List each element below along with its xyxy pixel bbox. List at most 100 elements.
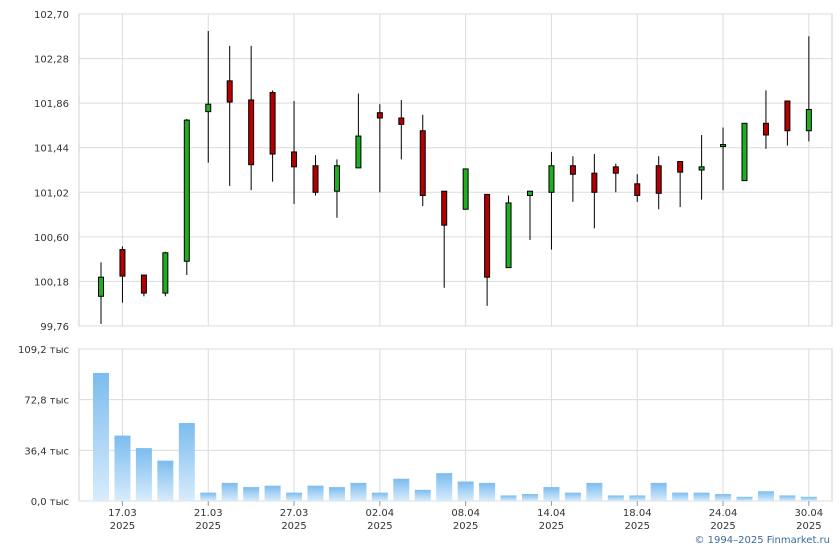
volume-bar — [328, 487, 345, 501]
candle-body — [548, 165, 555, 193]
price-tick-label: 102,28 — [34, 55, 69, 66]
candle-body — [784, 100, 791, 132]
price-tick-label: 101,86 — [34, 99, 69, 110]
x-tick-year: 2025 — [796, 521, 821, 532]
volume-bar — [243, 487, 260, 501]
candle-body — [741, 122, 748, 182]
volume-bar — [135, 448, 152, 501]
candle-body — [612, 166, 619, 174]
x-tick-date: 18.04 — [623, 508, 652, 519]
x-tick-date: 27.03 — [280, 508, 309, 519]
candle-body — [98, 276, 104, 297]
candle-body — [312, 165, 319, 193]
volume-panel: 109,2 тыс 72,8 тыс 36,4 тыс 0,0 тыс — [18, 345, 833, 508]
candle-body — [505, 202, 512, 269]
price-panel: 102,70 102,28 101,86 101,44 101,02 100,60 100,… — [34, 10, 833, 333]
volume-bar — [264, 485, 281, 501]
volume-bar — [93, 372, 109, 501]
volume-tick-label: 0,0 тыс — [31, 497, 69, 508]
price-tick-label: 100,18 — [34, 277, 69, 288]
candle-body — [484, 193, 491, 278]
volume-bar — [693, 492, 710, 501]
candle-body — [677, 161, 684, 173]
x-tick-year: 2025 — [453, 521, 478, 532]
candle-body — [591, 172, 598, 193]
copyright-label: © 1994–2025 Finmarket.ru — [694, 535, 830, 546]
candle-body — [805, 109, 812, 132]
x-tick-year: 2025 — [281, 521, 306, 532]
candle-body — [462, 168, 469, 210]
volume-bar — [650, 482, 667, 501]
x-tick-date: 08.04 — [451, 508, 480, 519]
x-axis: 17.03 2025 21.03 2025 27.03 2025 02.04 2025 08.0… — [108, 501, 823, 532]
volume-bar — [479, 482, 496, 501]
volume-tick-label: 72,8 тыс — [24, 396, 69, 407]
price-plot-area — [78, 13, 833, 327]
candle-body — [333, 165, 340, 192]
volume-bar — [736, 496, 753, 501]
volume-plot-area — [78, 348, 833, 502]
x-tick-year: 2025 — [110, 521, 135, 532]
x-tick-year: 2025 — [539, 521, 564, 532]
volume-bar — [564, 492, 581, 501]
volume-bar — [543, 487, 560, 501]
candle-body — [355, 135, 362, 169]
x-tick-date: 17.03 — [108, 508, 137, 519]
candle-body — [162, 252, 169, 294]
volume-bar — [715, 494, 732, 501]
candle-body — [269, 92, 276, 155]
candle-body — [762, 122, 769, 136]
price-tick-label: 100,60 — [34, 233, 69, 244]
candle-body — [634, 183, 641, 196]
x-tick-year: 2025 — [196, 521, 221, 532]
candle-body — [291, 151, 298, 168]
volume-bar — [221, 482, 238, 501]
volume-bar — [200, 492, 217, 501]
x-tick-year: 2025 — [367, 521, 392, 532]
volume-bar — [500, 495, 517, 501]
candle-body — [119, 249, 126, 277]
x-tick-year: 2025 — [710, 521, 735, 532]
volume-bar — [457, 481, 474, 501]
volume-bar — [350, 482, 367, 501]
candle-body — [248, 99, 255, 166]
candle-body — [698, 166, 705, 171]
price-tick-label: 101,44 — [34, 144, 69, 155]
price-tick-label: 101,02 — [34, 188, 69, 199]
volume-tick-label: 109,2 тыс — [18, 345, 69, 356]
volume-bar — [586, 482, 603, 501]
volume-bar — [414, 489, 431, 501]
x-tick-date: 24.04 — [709, 508, 738, 519]
candle-body — [441, 190, 448, 226]
volume-bar — [371, 492, 388, 501]
candle-body — [376, 112, 383, 119]
volume-bar — [436, 473, 453, 501]
candle-body — [205, 103, 212, 113]
candle-body — [655, 165, 662, 194]
volume-tick-label: 36,4 тыс — [24, 446, 69, 457]
volume-bar — [393, 478, 410, 501]
price-tick-label: 102,70 — [34, 10, 69, 21]
volume-bar — [286, 492, 303, 501]
volume-bar — [629, 495, 646, 501]
candle-body — [183, 119, 190, 262]
volume-bar — [157, 460, 174, 501]
candle-body — [569, 165, 576, 175]
volume-bar — [522, 494, 538, 501]
x-tick-date: 30.04 — [795, 508, 824, 519]
candle-body — [140, 274, 147, 294]
volume-bar — [757, 491, 774, 501]
candle-body — [398, 117, 405, 125]
candle-body — [527, 190, 533, 196]
candle-body — [226, 80, 233, 103]
volume-bar — [178, 423, 195, 501]
x-tick-date: 02.04 — [366, 508, 395, 519]
volume-bar — [114, 435, 131, 501]
price-tick-label: 99,76 — [40, 322, 69, 333]
volume-bar — [607, 495, 624, 501]
candle-body — [720, 144, 727, 148]
volume-bar — [779, 495, 796, 501]
x-tick-date: 21.03 — [194, 508, 223, 519]
volume-bar — [672, 492, 689, 501]
